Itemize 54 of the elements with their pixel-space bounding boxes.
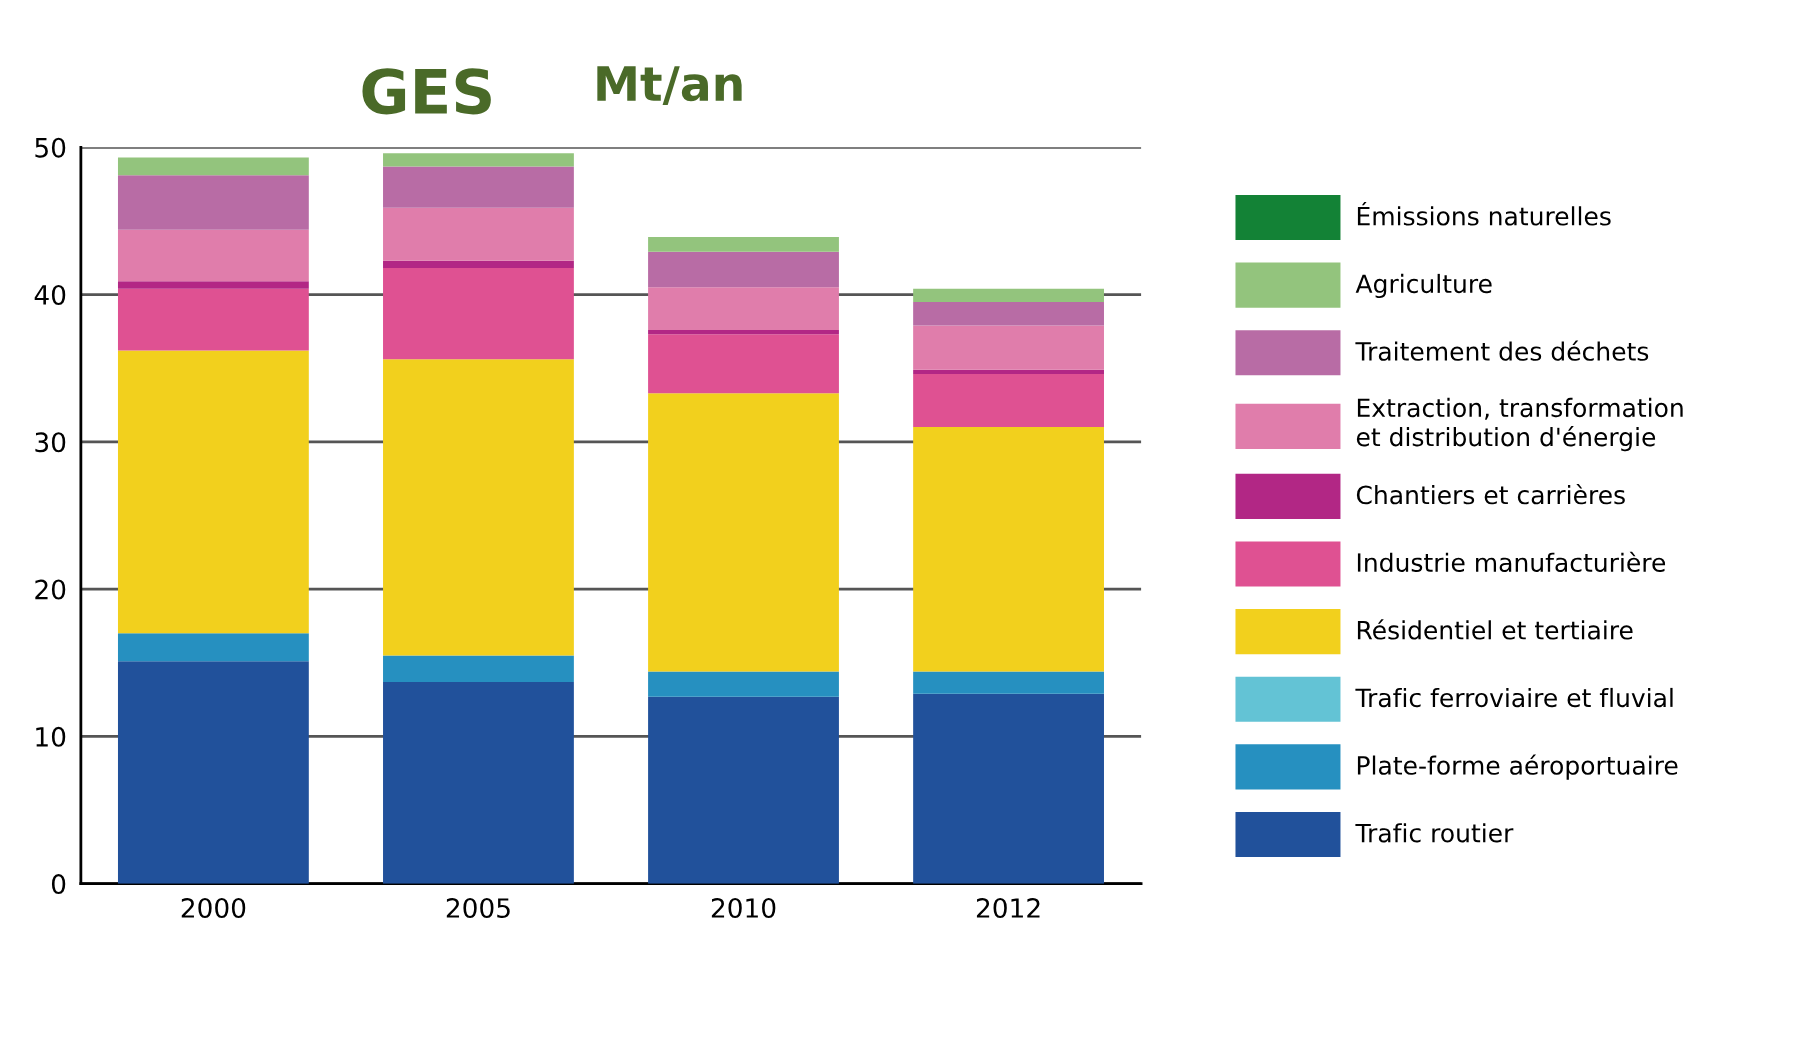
x-tick-label: 2010 [711, 898, 776, 918]
bar [117, 281, 309, 289]
bar [648, 287, 839, 330]
bar [117, 229, 309, 282]
y-tick-label: 0 [51, 874, 66, 895]
bar [117, 288, 309, 351]
x-tick-label: 2012 [976, 898, 1040, 918]
bar [913, 427, 1104, 672]
bar [383, 153, 574, 167]
bar [913, 288, 1104, 302]
bar [648, 329, 839, 335]
bar [913, 301, 1104, 326]
bar [913, 671, 1104, 694]
legend-label: Agriculture [1355, 273, 1492, 299]
legend-label: Industrie manufacturière [1357, 551, 1666, 572]
bar [913, 325, 1104, 370]
chart-title: GES [362, 68, 491, 115]
bar [117, 175, 309, 230]
bar [648, 334, 839, 394]
legend-label: Chantiers et carrières [1356, 484, 1625, 505]
bar [117, 661, 309, 884]
bar [383, 681, 574, 884]
legend-label: Extraction, transformation et distribution d'énergie [1356, 397, 1683, 452]
legend-label: Trafic routier [1355, 823, 1514, 843]
bar [383, 166, 574, 208]
y-tick-label: 40 [34, 285, 66, 305]
y-tick-label: 20 [35, 579, 66, 600]
bar [913, 693, 1104, 884]
bar [117, 157, 309, 176]
bar [648, 696, 839, 884]
legend-label: Trafic ferroviaire et fluvial [1355, 687, 1673, 708]
bar [648, 237, 839, 252]
bar [648, 671, 839, 697]
bar [913, 374, 1104, 428]
bar [117, 633, 309, 662]
bar [648, 251, 839, 288]
chart-subtitle: Mt/an [597, 66, 742, 106]
y-tick-label: 30 [35, 432, 66, 453]
bar [383, 268, 574, 360]
legend-label: Traitement des déchets [1355, 340, 1649, 361]
legend-label: Résidentiel et tertiaire [1357, 619, 1633, 640]
bar [383, 207, 574, 261]
bar [648, 393, 839, 672]
legend-label: Plate-forme aéroportuaire [1357, 754, 1678, 780]
bar [383, 260, 574, 269]
x-tick-label: 2000 [181, 898, 246, 918]
x-tick-label: 2005 [446, 898, 510, 918]
bar [383, 359, 574, 656]
bar [117, 350, 309, 634]
legend-label: Émissions naturelles [1357, 202, 1611, 226]
y-tick-label: 10 [36, 726, 66, 747]
y-tick-label: 50 [35, 137, 66, 158]
bar [913, 369, 1104, 375]
bar [383, 655, 574, 682]
